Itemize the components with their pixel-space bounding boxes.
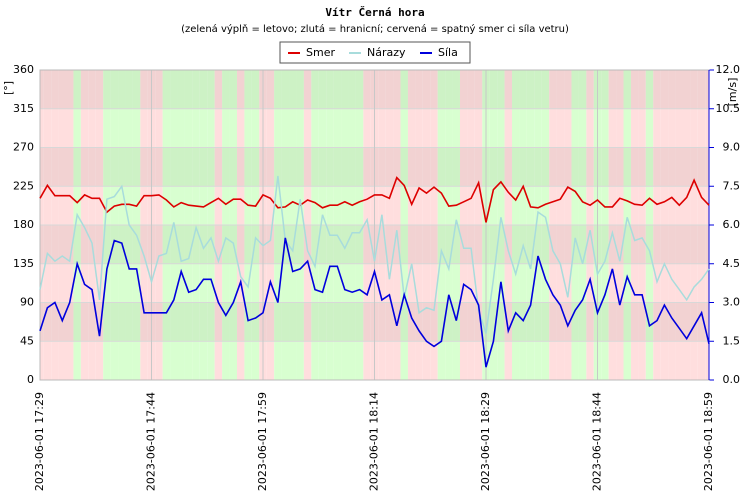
y-tick-label: 0	[27, 373, 34, 386]
y2-tick-label: 12.0	[716, 63, 741, 76]
y2-tick-label: 6.0	[723, 218, 741, 231]
x-tick-label: 2023-06-01 18:59	[702, 392, 715, 491]
y2-tick-label: 7.5	[723, 179, 741, 192]
x-tick-label: 2023-06-01 18:44	[591, 392, 604, 491]
legend-label: Nárazy	[367, 46, 406, 59]
y2-tick-label: 1.5	[723, 334, 741, 347]
y-tick-label: 180	[13, 218, 34, 231]
y2-axis-label: [m/s]	[726, 78, 739, 107]
y-tick-label: 270	[13, 141, 34, 154]
y2-tick-label: 10.5	[716, 102, 741, 115]
y2-tick-label: 9.0	[723, 141, 741, 154]
y2-tick-label: 4.5	[723, 257, 741, 270]
legend-label: Smer	[306, 46, 335, 59]
x-tick-label: 2023-06-01 17:59	[256, 392, 269, 491]
y-axis-label: [°]	[2, 81, 15, 95]
y-tick-label: 360	[13, 63, 34, 76]
x-tick-label: 2023-06-01 18:29	[479, 392, 492, 491]
legend-label: Síla	[438, 46, 458, 59]
y-tick-label: 135	[13, 257, 34, 270]
x-tick-label: 2023-06-01 17:44	[145, 392, 158, 491]
y-tick-label: 225	[13, 179, 34, 192]
y-tick-label: 315	[13, 102, 34, 115]
y2-tick-label: 3.0	[723, 296, 741, 309]
x-tick-label: 2023-06-01 18:14	[368, 392, 381, 491]
series-line	[39, 176, 710, 223]
series-line	[39, 175, 710, 334]
chart-subtitle: (zelená výplň = letovo; zlutá = hranicní…	[181, 23, 569, 35]
y-tick-label: 45	[20, 334, 34, 347]
y2-tick-label: 0.0	[723, 373, 741, 386]
series-line	[39, 237, 710, 368]
legend-box	[279, 41, 471, 64]
y-tick-label: 90	[20, 296, 34, 309]
x-tick-label: 2023-06-01 17:29	[33, 392, 46, 491]
chart-title: Vítr Černá hora	[325, 6, 424, 19]
